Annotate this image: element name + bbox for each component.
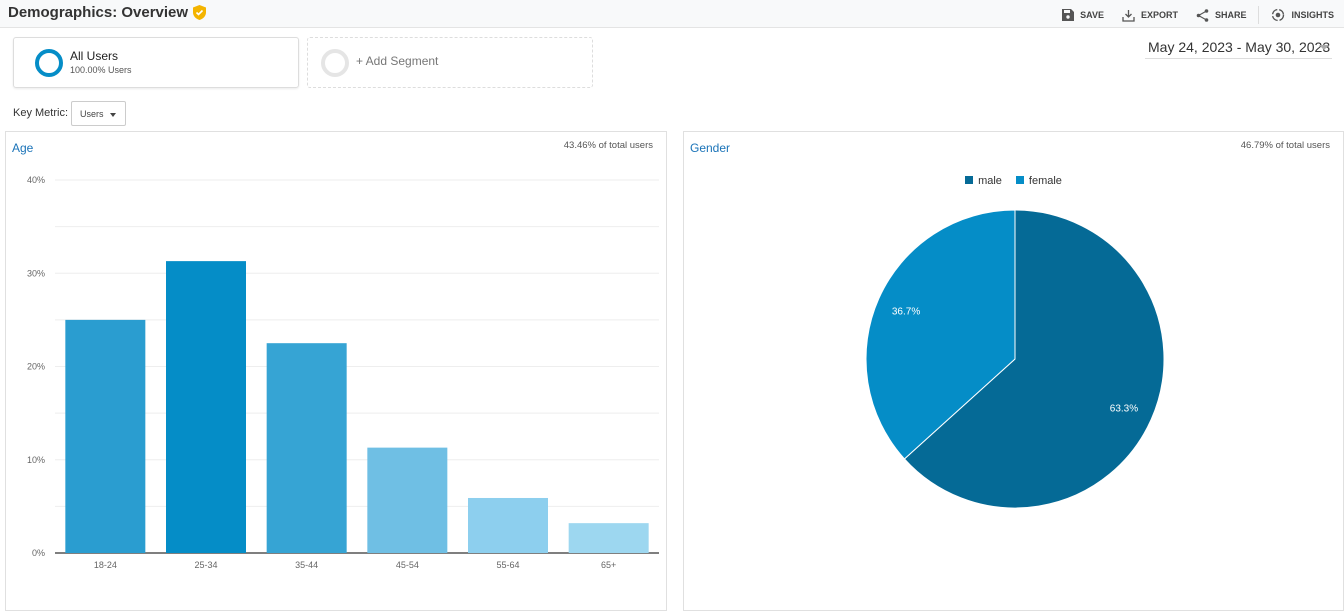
pie-legend: male female — [684, 175, 1343, 187]
bar-45-54 — [367, 447, 448, 553]
shield-check-icon — [193, 5, 207, 20]
key-metric-label: Key Metric: — [13, 107, 69, 119]
legend-swatch — [1015, 176, 1024, 184]
share-label: SHARE — [1214, 10, 1247, 20]
share-button[interactable]: SHARE — [1196, 8, 1247, 22]
legend-label: female — [1028, 175, 1062, 187]
chevron-down-icon — [1319, 45, 1329, 50]
pie-slice-male — [903, 209, 1165, 509]
save-button[interactable]: SAVE — [1062, 9, 1104, 21]
bar-25-34 — [166, 261, 246, 553]
gender-panel-note: 46.79% of total users — [1240, 140, 1330, 151]
key-metric-dropdown[interactable]: Users — [71, 101, 126, 126]
segment-name: All Users — [70, 49, 119, 63]
gender-panel-title: Gender — [690, 141, 731, 155]
bar-35-44 — [266, 343, 347, 553]
x-tick-label: 25-34 — [194, 560, 217, 570]
toolbar-divider — [1258, 6, 1260, 24]
x-tick-label: 45-54 — [396, 560, 419, 570]
y-tick-label: 10% — [27, 455, 45, 465]
y-tick-label: 30% — [27, 268, 45, 278]
legend-swatch — [965, 176, 974, 184]
pie-slice-female — [865, 209, 1016, 460]
save-label: SAVE — [1080, 10, 1104, 20]
x-tick-label: 65+ — [601, 560, 616, 570]
gender-panel: 63.3% 36.7% Gender 46.79% of total users … — [683, 131, 1344, 611]
pie-data-label: 36.7% — [892, 307, 920, 318]
segment-subtitle: 100.00% Users — [70, 65, 132, 75]
x-tick-label: 35-44 — [295, 560, 318, 570]
date-range-text: May 24, 2023 - May 30, 2023 — [1148, 39, 1331, 55]
download-icon — [1122, 9, 1135, 22]
age-bar-chart: 0% 10% 20% 30% 40% 18-24 25-34 35-44 45-54 55-64 6… — [27, 175, 659, 570]
page-title: Demographics: Overview — [8, 4, 207, 21]
insights-label: INSIGHTS — [1291, 10, 1334, 20]
age-panel: 0% 10% 20% 30% 40% 18-24 25-34 35-44 45-54 55-64 6… — [5, 131, 667, 611]
y-tick-label: 40% — [27, 175, 45, 185]
insights-button[interactable]: INSIGHTS — [1271, 8, 1334, 22]
gender-pie-chart: 63.3% 36.7% — [865, 209, 1165, 509]
legend-item-female[interactable]: female — [1015, 175, 1062, 187]
segment-all-users[interactable]: All Users 100.00% Users — [13, 37, 299, 88]
save-icon — [1062, 9, 1075, 21]
segment-ring-icon — [35, 49, 63, 77]
age-panel-title: Age — [12, 141, 34, 155]
y-tick-label: 20% — [27, 362, 45, 372]
add-segment-button[interactable]: + Add Segment — [307, 37, 593, 88]
export-button[interactable]: EXPORT — [1122, 9, 1178, 22]
bar-65+ — [568, 523, 649, 553]
key-metric-value: Users — [80, 109, 104, 119]
pie-data-label: 63.3% — [1110, 403, 1138, 414]
legend-item-male[interactable]: male — [965, 175, 1002, 187]
bar-55-64 — [468, 497, 548, 553]
empty-segment-ring-icon — [321, 49, 349, 77]
insights-icon — [1272, 8, 1285, 22]
x-tick-label: 18-24 — [94, 560, 117, 570]
age-panel-note: 43.46% of total users — [563, 140, 653, 151]
page-title-text: Demographics: Overview — [8, 4, 189, 21]
y-tick-label: 0% — [32, 548, 45, 558]
x-tick-label: 55-64 — [496, 560, 519, 570]
caret-down-icon — [110, 113, 116, 117]
top-bar: Demographics: Overview SAVE EXPORT SHARE… — [0, 0, 1344, 28]
share-icon — [1196, 8, 1209, 22]
add-segment-label: + Add Segment — [356, 54, 439, 68]
bar-18-24 — [65, 319, 146, 553]
date-range-picker[interactable]: May 24, 2023 - May 30, 2023 — [1145, 39, 1332, 59]
export-label: EXPORT — [1140, 10, 1178, 20]
legend-label: male — [978, 175, 1002, 187]
